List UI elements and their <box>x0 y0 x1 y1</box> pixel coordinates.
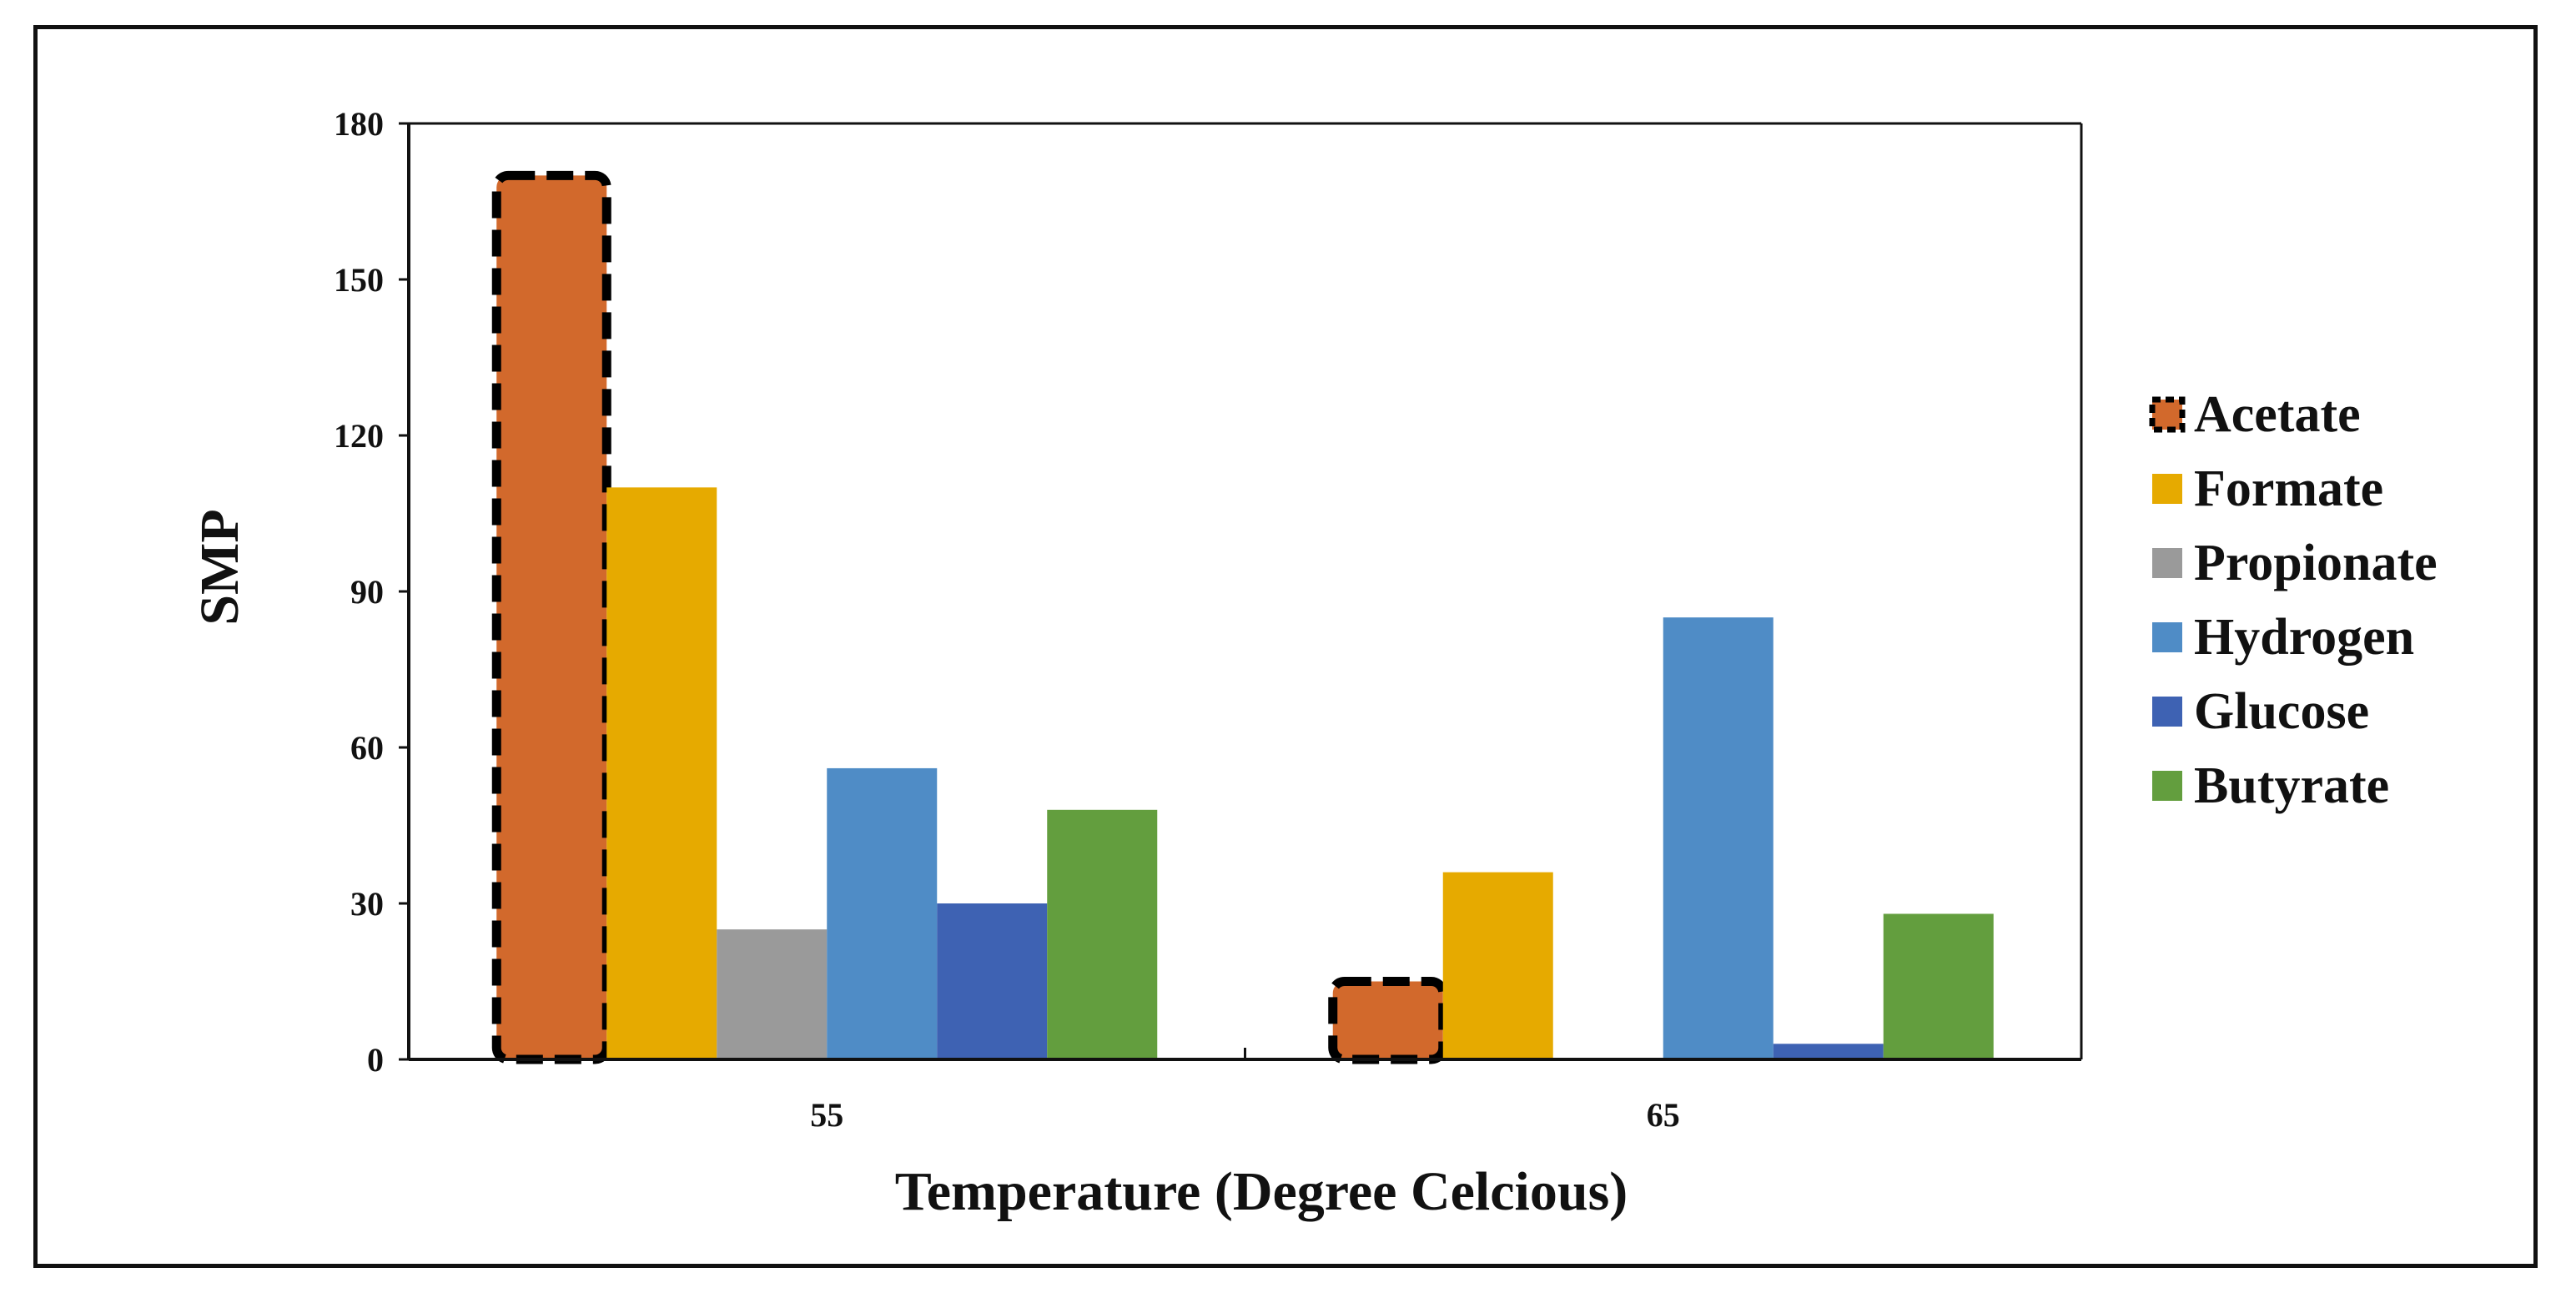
x-tick-label-55: 55 <box>810 1096 843 1134</box>
legend-label-glucose: Glucose <box>2194 683 2369 740</box>
bar-acetate-55 <box>491 170 611 1064</box>
legend-label-propionate: Propionate <box>2194 535 2438 591</box>
legend-swatch-hydrogen <box>2152 622 2182 652</box>
y-tick-label-0: 0 <box>367 1041 384 1079</box>
y-tick-label-60: 60 <box>350 729 384 767</box>
bar-chart: 0 30 60 90 120 150 180 55 65 SMP Temperature (D… <box>189 105 2438 1222</box>
y-tick-label-90: 90 <box>350 573 384 611</box>
y-axis-ticks: 0 30 60 90 120 150 180 <box>334 105 409 1079</box>
bars <box>491 170 1994 1064</box>
bar-butyrate-65 <box>1883 913 1994 1059</box>
bar-propionate-55 <box>717 929 828 1059</box>
legend-swatch-formate <box>2152 474 2182 504</box>
y-axis-title: SMP <box>189 509 250 625</box>
bar-butyrate-55 <box>1047 809 1158 1059</box>
legend-label-formate: Formate <box>2194 460 2383 517</box>
y-tick-label-120: 120 <box>334 417 384 455</box>
legend-swatch-butyrate <box>2152 771 2182 801</box>
y-tick-label-150: 150 <box>334 261 384 299</box>
legend-swatch-acetate <box>2149 396 2186 433</box>
y-tick-label-180: 180 <box>334 105 384 143</box>
bar-acetate-65 <box>1328 977 1448 1064</box>
bar-hydrogen-55 <box>827 767 938 1059</box>
x-axis-ticks: 55 65 <box>810 1096 1680 1134</box>
x-tick-label-65: 65 <box>1647 1096 1680 1134</box>
legend-label-hydrogen: Hydrogen <box>2194 609 2414 666</box>
bar-formate-65 <box>1442 872 1553 1059</box>
legend-swatch-propionate <box>2152 548 2182 578</box>
bar-glucose-55 <box>937 903 1048 1059</box>
legend-label-acetate: Acetate <box>2194 386 2361 443</box>
figure-frame: 0 30 60 90 120 150 180 55 65 SMP Temperature (D… <box>33 25 2538 1268</box>
legend-swatch-glucose <box>2152 697 2182 727</box>
bar-hydrogen-65 <box>1663 617 1774 1059</box>
y-tick-label-30: 30 <box>350 885 384 923</box>
x-axis-title: Temperature (Degree Celcious) <box>895 1161 1628 1222</box>
legend: Acetate Formate Propionate Hydrogen Glucose B… <box>2149 386 2438 814</box>
bar-formate-55 <box>606 487 717 1059</box>
bar-glucose-65 <box>1773 1044 1884 1059</box>
legend-label-butyrate: Butyrate <box>2194 757 2389 814</box>
